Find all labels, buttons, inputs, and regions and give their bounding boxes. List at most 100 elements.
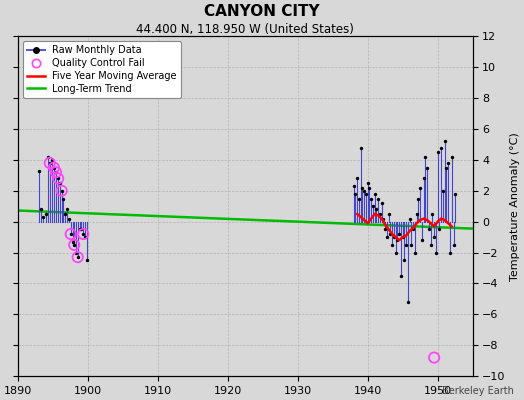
Point (58, 188, 66, 194)
Point (58, 188, 66, 194)
Point (351, 191, 359, 197)
Point (364, 180, 372, 186)
Point (48, 157, 56, 163)
Point (367, 195, 375, 202)
Point (39, 214, 48, 220)
Point (356, 144, 365, 151)
Point (446, 249, 454, 256)
Point (388, 242, 396, 248)
Point (35, 168, 43, 174)
Point (70, 242, 79, 248)
Point (400, 257, 408, 264)
Point (430, 234, 438, 240)
Point (451, 191, 460, 197)
Point (37, 206, 46, 212)
Point (83, 257, 92, 264)
Point (41, 211, 50, 217)
Point (432, 249, 440, 256)
Point (67, 231, 75, 237)
Point (358, 184, 366, 191)
Point (59, 195, 67, 202)
Point (67, 231, 75, 237)
Point (75, 226, 84, 232)
Point (370, 191, 379, 197)
Text: CANYON CITY: CANYON CITY (204, 4, 320, 19)
Point (73, 254, 82, 260)
Point (64, 215, 73, 222)
Point (381, 226, 389, 232)
Point (353, 175, 362, 182)
Point (69, 238, 77, 245)
Point (391, 249, 400, 256)
Point (365, 184, 373, 191)
Point (372, 206, 380, 212)
Point (430, 354, 438, 361)
Point (77, 226, 85, 232)
Point (360, 188, 368, 194)
Point (428, 211, 436, 217)
Point (435, 226, 443, 232)
Point (46, 160, 54, 166)
Point (355, 195, 364, 202)
Point (79, 231, 88, 237)
Point (383, 234, 391, 240)
Y-axis label: Temperature Anomaly (°C): Temperature Anomaly (°C) (510, 132, 520, 280)
Point (46, 160, 54, 166)
Point (63, 206, 71, 212)
Point (70, 242, 79, 248)
Point (409, 226, 417, 232)
Point (419, 175, 428, 182)
Point (386, 231, 394, 237)
Point (398, 234, 407, 240)
Point (412, 211, 421, 217)
Point (433, 149, 442, 155)
Point (54, 175, 62, 182)
Point (395, 231, 403, 237)
Point (444, 160, 452, 166)
Point (440, 138, 449, 144)
Point (397, 272, 406, 279)
Point (71, 249, 80, 256)
Point (414, 195, 422, 202)
Point (425, 226, 433, 232)
Point (377, 200, 386, 206)
Point (379, 215, 387, 222)
Point (421, 154, 429, 160)
Point (411, 249, 419, 256)
Point (427, 242, 435, 248)
Point (402, 242, 410, 248)
Text: Berkeley Earth: Berkeley Earth (442, 386, 514, 396)
Point (442, 164, 450, 171)
Point (43, 154, 52, 160)
Point (404, 299, 412, 305)
Point (369, 203, 377, 210)
Point (418, 237, 427, 243)
Title: 44.400 N, 118.950 W (United States): 44.400 N, 118.950 W (United States) (136, 23, 354, 36)
Point (54, 175, 62, 182)
Point (416, 184, 424, 191)
Point (450, 242, 458, 248)
Point (374, 195, 383, 202)
Point (376, 211, 385, 217)
Point (407, 242, 415, 248)
Point (423, 164, 431, 171)
Legend: Raw Monthly Data, Quality Control Fail, Five Year Moving Average, Long-Term Tren: Raw Monthly Data, Quality Control Fail, … (23, 41, 181, 98)
Point (50, 164, 58, 171)
Point (362, 191, 370, 197)
Point (61, 211, 69, 217)
Point (393, 237, 401, 243)
Point (447, 154, 456, 160)
Point (79, 231, 88, 237)
Point (50, 164, 58, 171)
Point (437, 144, 445, 151)
Point (350, 183, 358, 189)
Point (52, 169, 60, 176)
Point (52, 169, 60, 176)
Point (439, 188, 447, 194)
Point (390, 234, 398, 240)
Point (385, 211, 393, 217)
Point (73, 254, 82, 260)
Point (56, 180, 64, 186)
Point (406, 215, 414, 222)
Point (81, 234, 90, 240)
